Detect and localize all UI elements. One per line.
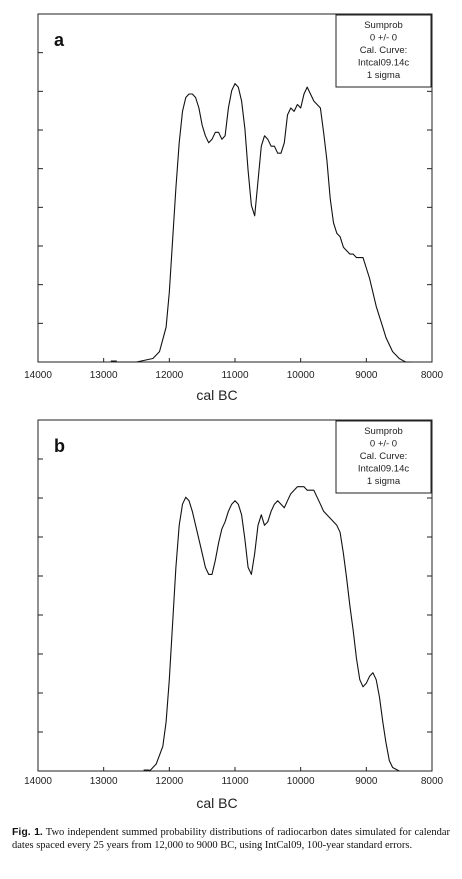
x-tick-label: 10000 <box>287 776 315 787</box>
x-tick-label: 12000 <box>155 776 183 787</box>
series-line <box>116 83 413 363</box>
x-tick-label: 14000 <box>24 776 52 787</box>
legend-box <box>335 420 432 494</box>
x-tick-label: 8000 <box>421 370 444 381</box>
legend-line: Intcal09.14c <box>358 58 409 69</box>
x-tick-label: 13000 <box>90 776 118 787</box>
figure: 14000 13000 12000 11000 10000 9000 8000 cal BC a… <box>24 13 444 811</box>
x-tick-label: 12000 <box>155 370 183 381</box>
legend-line: 1 sigma <box>367 70 401 81</box>
caption-text: Two independent summed probability distr… <box>12 827 451 851</box>
legend-line: 0 +/- 0 <box>370 439 397 450</box>
panel-label: b <box>54 436 65 456</box>
x-tick-label: 10000 <box>287 370 315 381</box>
legend-line: Intcal09.14c <box>358 464 409 475</box>
legend-line: 1 sigma <box>367 476 401 487</box>
legend-line: 0 +/- 0 <box>370 33 397 44</box>
panel-label: a <box>54 30 65 50</box>
x-tick-label: 13000 <box>90 370 118 381</box>
x-tick-label: 14000 <box>24 370 52 381</box>
legend-box <box>335 14 432 88</box>
legend-line: Sumprob <box>364 426 403 437</box>
x-tick-label: 11000 <box>221 776 249 787</box>
figure-caption: Fig. 1. Two independent summed probabili… <box>12 826 450 852</box>
x-axis-title: cal BC <box>196 387 237 403</box>
x-tick-label: 8000 <box>421 776 444 787</box>
x-axis-title: cal BC <box>196 795 237 811</box>
x-tick-label: 9000 <box>355 776 378 787</box>
legend-line: Cal. Curve: <box>360 451 408 462</box>
caption-label: Fig. 1. <box>12 826 43 838</box>
legend-line: Sumprob <box>364 20 403 31</box>
x-tick-label: 11000 <box>221 370 249 381</box>
series-line <box>149 486 400 772</box>
legend-line: Cal. Curve: <box>360 45 408 56</box>
x-tick-label: 9000 <box>355 370 378 381</box>
